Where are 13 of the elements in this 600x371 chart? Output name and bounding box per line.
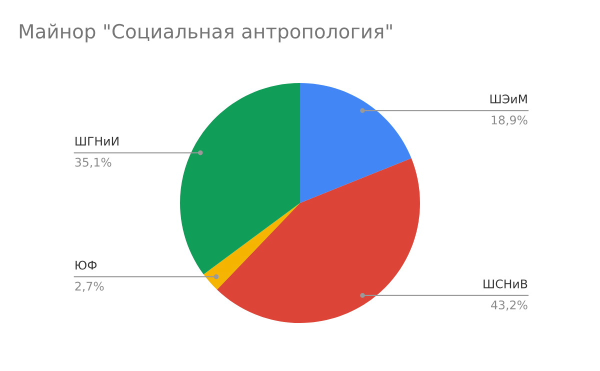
slice-label: ЮФ xyxy=(76,260,97,270)
pie-slice xyxy=(216,158,420,323)
slice-label: ШСНиВ xyxy=(484,279,528,288)
pie-slice xyxy=(180,83,300,274)
pie-slice xyxy=(300,83,412,203)
data-label: 35,1% xyxy=(75,158,112,168)
data-label: 2,7% xyxy=(75,282,104,292)
slice-label: ШЭиМ xyxy=(490,94,527,104)
slice-label: ШГНиИ xyxy=(76,136,118,146)
data-label: 18,9% xyxy=(492,116,528,126)
pie-slice xyxy=(204,203,300,290)
data-label: 43,2% xyxy=(491,300,528,311)
chart-title: Майнор "Социальная антропология" xyxy=(20,24,392,42)
